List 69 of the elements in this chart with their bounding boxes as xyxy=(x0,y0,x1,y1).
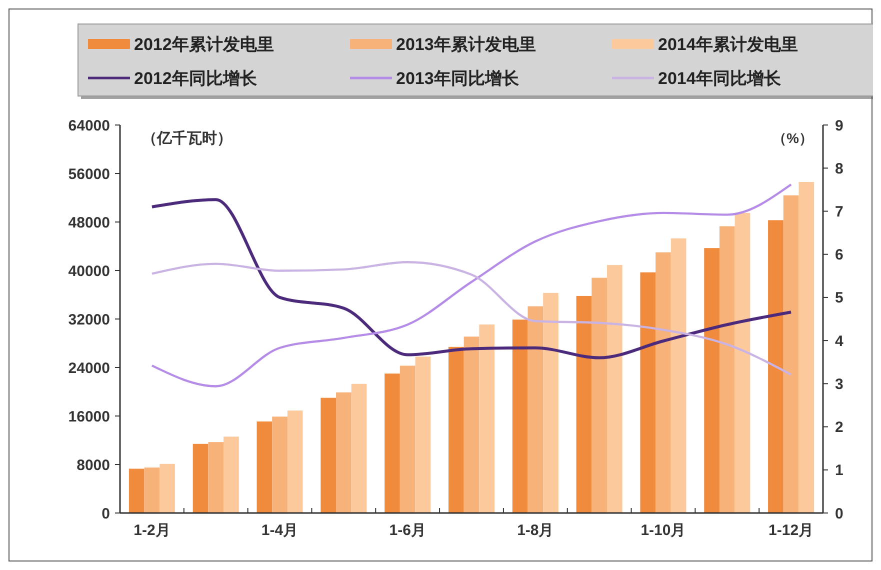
legend-label: 2014年累计发电里 xyxy=(658,34,798,54)
bar xyxy=(400,366,416,513)
y-tick-label: 8000 xyxy=(76,456,110,474)
y-tick-label: 40000 xyxy=(68,262,110,280)
y2-tick-label: 3 xyxy=(835,376,844,393)
y2-tick-label: 1 xyxy=(835,462,844,480)
y-tick-label: 48000 xyxy=(68,214,110,232)
y2-tick-label: 0 xyxy=(835,505,844,522)
bar xyxy=(464,336,480,513)
line-series xyxy=(150,183,792,388)
bar xyxy=(384,374,400,513)
bar xyxy=(224,436,239,513)
bar xyxy=(272,416,288,513)
y-tick-label: 32000 xyxy=(68,311,110,328)
bar xyxy=(208,442,224,513)
bar xyxy=(192,444,208,513)
y2-tick-label: 5 xyxy=(835,290,844,307)
legend-label: 2013年累计发电里 xyxy=(396,34,536,54)
bar xyxy=(734,212,750,513)
y2-tick-label: 4 xyxy=(835,332,844,350)
bar xyxy=(576,296,592,513)
x-tick-label: 1-10月 xyxy=(640,522,686,539)
bar xyxy=(287,410,303,513)
bar xyxy=(448,346,464,513)
bar xyxy=(128,468,144,513)
bar xyxy=(606,265,622,513)
bar xyxy=(543,292,558,513)
y2-tick-label: 7 xyxy=(835,203,844,220)
bar xyxy=(704,248,720,513)
bar xyxy=(512,320,528,513)
y-axis-title: （亿千瓦时） xyxy=(142,130,232,147)
bar xyxy=(528,306,544,513)
bar xyxy=(656,252,671,513)
legend-label: 2012年同比增长 xyxy=(134,68,258,88)
y-tick-label: 56000 xyxy=(68,166,110,183)
x-tick-label: 1-12月 xyxy=(768,522,814,539)
bar xyxy=(256,421,272,513)
bar xyxy=(768,220,784,513)
y2-tick-label: 9 xyxy=(835,117,844,134)
x-tick-label: 1-4月 xyxy=(261,522,298,539)
bar xyxy=(670,238,686,513)
bar xyxy=(798,182,814,513)
bar xyxy=(160,464,175,513)
legend-label: 2013年同比增长 xyxy=(396,68,520,88)
y2-tick-label: 8 xyxy=(835,160,844,178)
x-tick-label: 1-8月 xyxy=(517,522,554,539)
x-tick-label: 1-2月 xyxy=(134,522,170,539)
bar xyxy=(351,384,367,513)
bar xyxy=(144,468,160,513)
y2-tick-label: 6 xyxy=(835,246,844,264)
bar xyxy=(479,324,495,513)
legend-label: 2014年同比增长 xyxy=(658,68,782,88)
y-tick-label: 16000 xyxy=(68,408,110,426)
bar xyxy=(415,356,431,513)
y-tick-label: 64000 xyxy=(68,117,110,134)
bar xyxy=(336,392,352,513)
y2-tick-label: 2 xyxy=(835,419,844,436)
bar xyxy=(640,272,656,513)
y-tick-label: 24000 xyxy=(68,360,110,377)
x-tick-label: 1-6月 xyxy=(389,522,426,539)
bar xyxy=(783,195,799,513)
y2-axis-title: （%） xyxy=(772,130,813,146)
line-series xyxy=(150,260,792,376)
legend-label: 2012年累计发电里 xyxy=(134,34,274,54)
y-tick-label: 0 xyxy=(102,505,110,522)
bar xyxy=(719,226,735,513)
bar xyxy=(320,398,336,513)
line-series xyxy=(150,198,793,360)
bar xyxy=(592,278,607,513)
